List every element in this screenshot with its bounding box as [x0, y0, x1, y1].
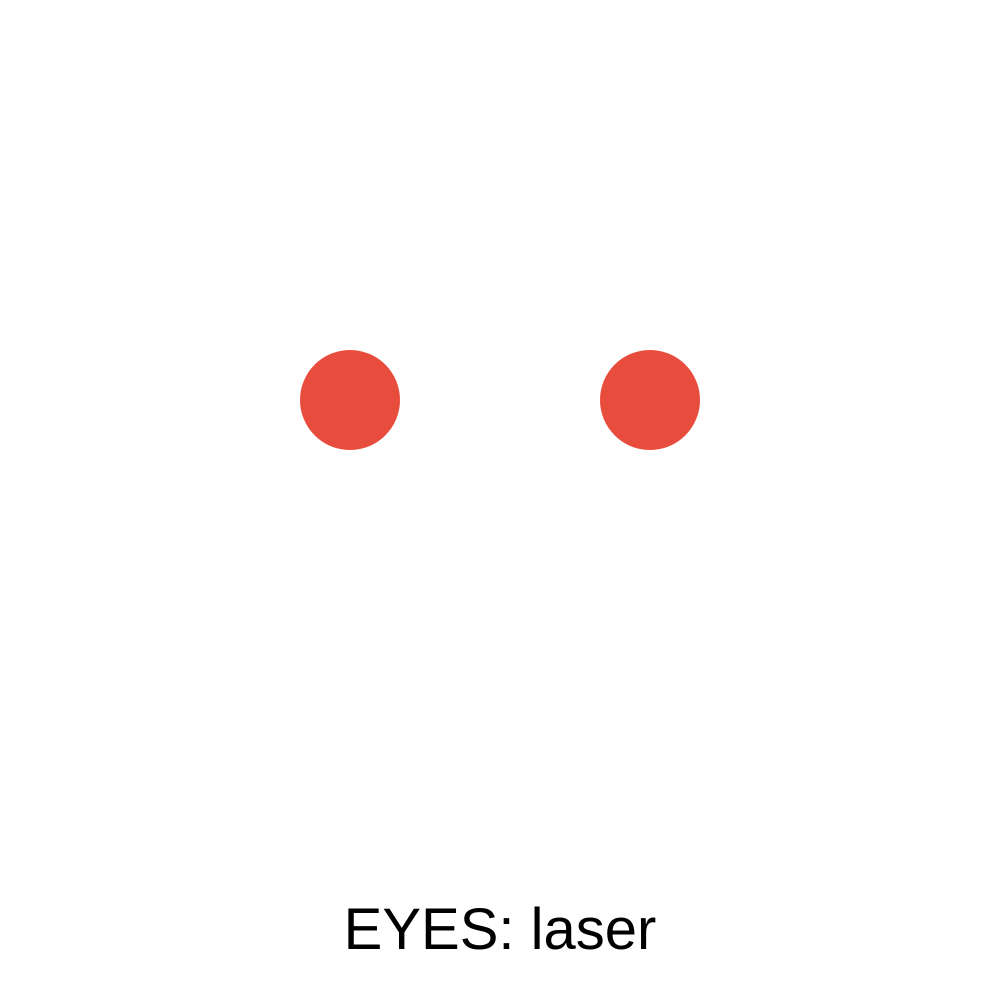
right-eye-dot — [600, 350, 700, 450]
left-eye-dot — [300, 350, 400, 450]
eyes-caption: EYES: laser — [343, 897, 657, 962]
